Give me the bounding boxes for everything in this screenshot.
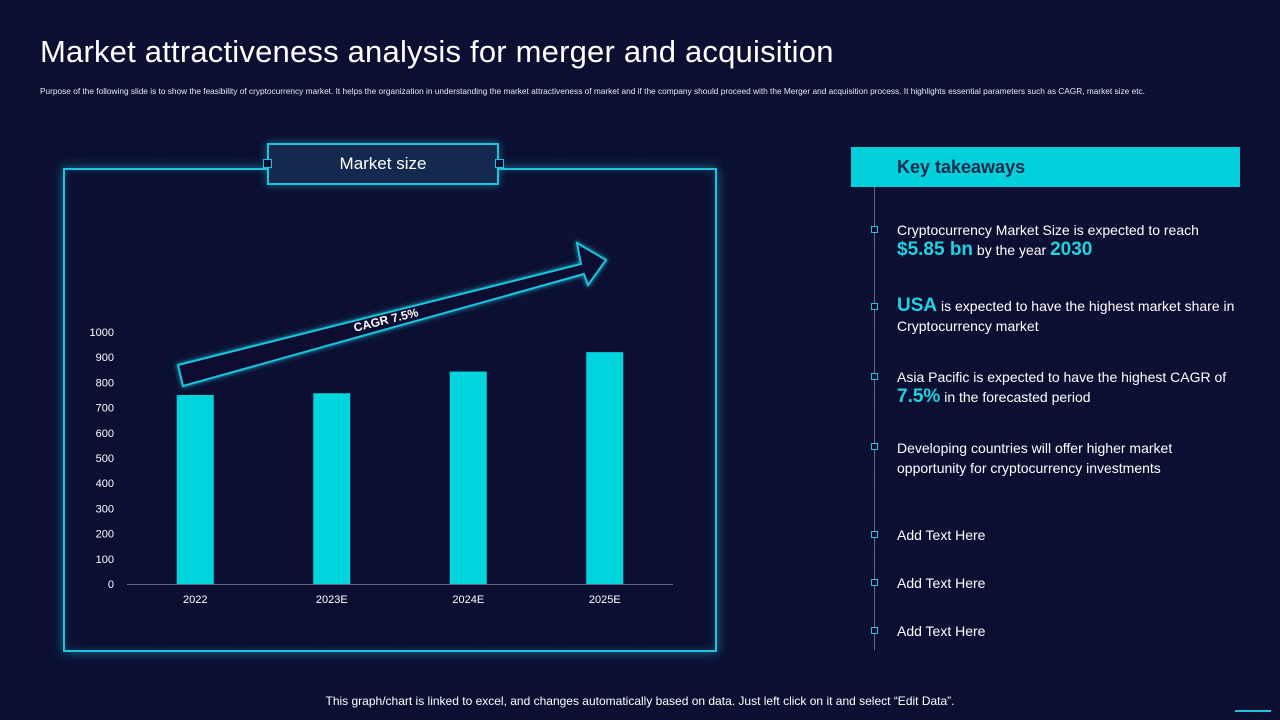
y-tick-label: 700 — [96, 403, 114, 415]
bar-2024E[interactable] — [449, 371, 487, 584]
y-tick-label: 800 — [96, 377, 114, 389]
takeaway-item-7[interactable]: Add Text Here — [897, 623, 986, 639]
takeaway-text: in the forecasted period — [940, 389, 1091, 405]
takeaway-text: is expected to have the highest market s… — [897, 298, 1235, 334]
y-tick-label: 1000 — [90, 327, 114, 339]
x-tick-label: 2023E — [316, 594, 348, 606]
y-tick-label: 400 — [96, 478, 114, 490]
takeaway-item-6[interactable]: Add Text Here — [897, 575, 986, 591]
y-tick-label: 500 — [96, 453, 114, 465]
bar-2022[interactable] — [176, 395, 214, 584]
x-tick-label: 2024E — [452, 594, 484, 606]
chart-title-handle-right — [495, 159, 504, 168]
takeaway-highlight: USA — [897, 295, 938, 316]
takeaway-item-5[interactable]: Add Text Here — [897, 527, 986, 543]
page-title: Market attractiveness analysis for merge… — [40, 34, 834, 69]
timeline-bullet — [871, 443, 878, 450]
takeaway-text: Asia Pacific is expected to have the hig… — [897, 369, 1227, 385]
timeline-bullet — [871, 627, 878, 634]
footer-note: This graph/chart is linked to excel, and… — [325, 694, 955, 708]
y-tick-label: 600 — [96, 428, 114, 440]
chart-title: Market size — [339, 154, 427, 173]
takeaway-highlight: 2030 — [1050, 239, 1093, 260]
takeaway-item-3: Asia Pacific is expected to have the hig… — [897, 367, 1242, 407]
bar-2025E[interactable] — [586, 352, 624, 584]
y-tick-label: 300 — [96, 503, 114, 515]
takeaway-text: Cryptocurrency Market Size is expected t… — [897, 222, 1199, 238]
takeaways-header-text: Key takeaways — [897, 156, 1026, 177]
x-tick-label: 2025E — [589, 594, 621, 606]
timeline-bullet — [871, 531, 878, 538]
cagr-arrow-shape — [176, 241, 608, 388]
timeline-bullet — [871, 373, 878, 380]
page-subtitle: Purpose of the following slide is to sho… — [40, 86, 1145, 96]
cagr-arrow — [176, 241, 608, 388]
timeline-bullet — [871, 303, 878, 310]
chart-title-handle-left — [263, 159, 272, 168]
takeaway-highlight: $5.85 bn — [897, 239, 974, 260]
takeaway-item-1: Cryptocurrency Market Size is expected t… — [897, 220, 1242, 260]
y-tick-label: 0 — [108, 579, 114, 591]
takeaway-item-4: Developing countries will offer higher m… — [897, 440, 1173, 476]
cagr-label: CAGR 7.5% — [352, 305, 420, 335]
timeline-line — [874, 187, 875, 650]
takeaways-header: Key takeaways — [851, 147, 1240, 187]
corner-accent-bar — [1235, 710, 1271, 712]
takeaway-item-2: USA is expected to have the highest mark… — [897, 296, 1242, 336]
y-tick-label: 100 — [96, 554, 114, 566]
takeaway-text: by the year — [973, 242, 1051, 258]
timeline-bullet — [871, 226, 878, 233]
timeline-bullet — [871, 579, 878, 586]
bar-2023E[interactable] — [313, 393, 351, 584]
y-tick-label: 900 — [96, 352, 114, 364]
x-tick-label: 2022 — [183, 594, 207, 606]
takeaway-highlight: 7.5% — [897, 386, 941, 407]
y-tick-label: 200 — [96, 529, 114, 541]
